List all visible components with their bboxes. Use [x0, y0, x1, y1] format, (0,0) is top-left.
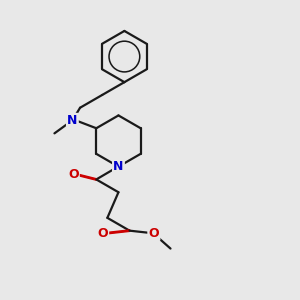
Text: O: O	[68, 168, 79, 181]
Text: O: O	[97, 227, 108, 240]
Text: N: N	[113, 160, 124, 173]
Text: N: N	[67, 114, 78, 127]
Text: O: O	[148, 227, 159, 240]
